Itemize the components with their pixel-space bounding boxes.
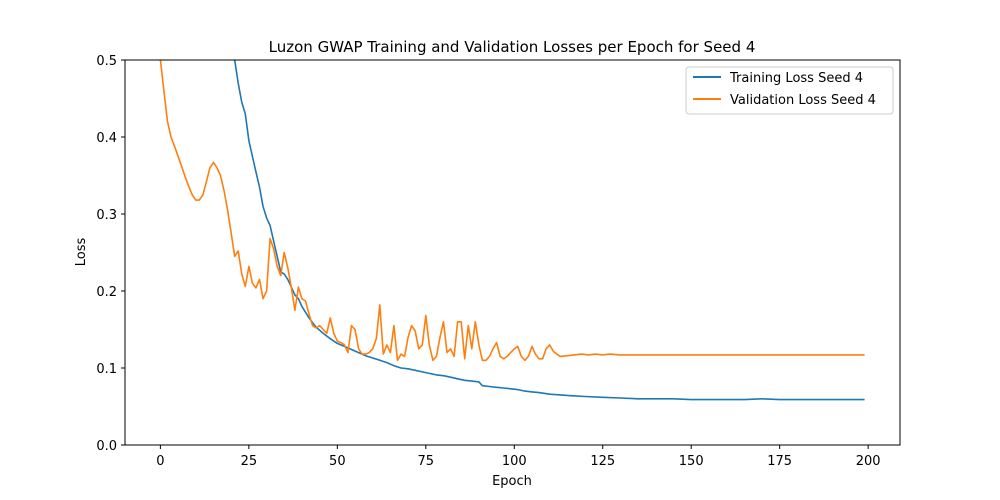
y-tick-label: 0.2 (96, 285, 117, 300)
x-tick-label: 50 (329, 454, 346, 469)
x-tick-label: 100 (502, 454, 527, 469)
legend: Training Loss Seed 4 Validation Loss See… (685, 66, 894, 115)
x-tick-label: 25 (241, 454, 258, 469)
y-axis-label: Loss (74, 238, 89, 267)
x-tick-label: 75 (418, 454, 435, 469)
y-axis: 0.0 0.1 0.2 0.3 0.4 0.5 (96, 54, 125, 454)
x-tick-label: 175 (767, 454, 792, 469)
series-layer (159, 60, 865, 401)
x-tick-label: 200 (856, 454, 881, 469)
y-tick-label: 0.4 (96, 131, 117, 146)
y-tick-label: 0.1 (96, 362, 117, 377)
plot-area-frame (124, 59, 901, 446)
legend-label-training: Training Loss Seed 4 (729, 71, 863, 86)
legend-frame (685, 66, 894, 115)
chart-title: Luzon GWAP Training and Validation Losse… (269, 38, 756, 56)
training-loss-line (233, 60, 865, 401)
y-tick-label: 0.0 (96, 439, 117, 454)
x-tick-label: 150 (679, 454, 704, 469)
y-tick-label: 0.3 (96, 208, 117, 223)
x-axis: 0 25 50 75 100 125 150 175 200 (156, 445, 881, 469)
y-tick-label: 0.5 (96, 54, 117, 69)
legend-label-validation: Validation Loss Seed 4 (730, 93, 876, 108)
x-tick-label: 0 (156, 454, 164, 469)
x-axis-label: Epoch (492, 474, 532, 489)
x-tick-label: 125 (590, 454, 615, 469)
validation-loss-line (159, 60, 865, 362)
